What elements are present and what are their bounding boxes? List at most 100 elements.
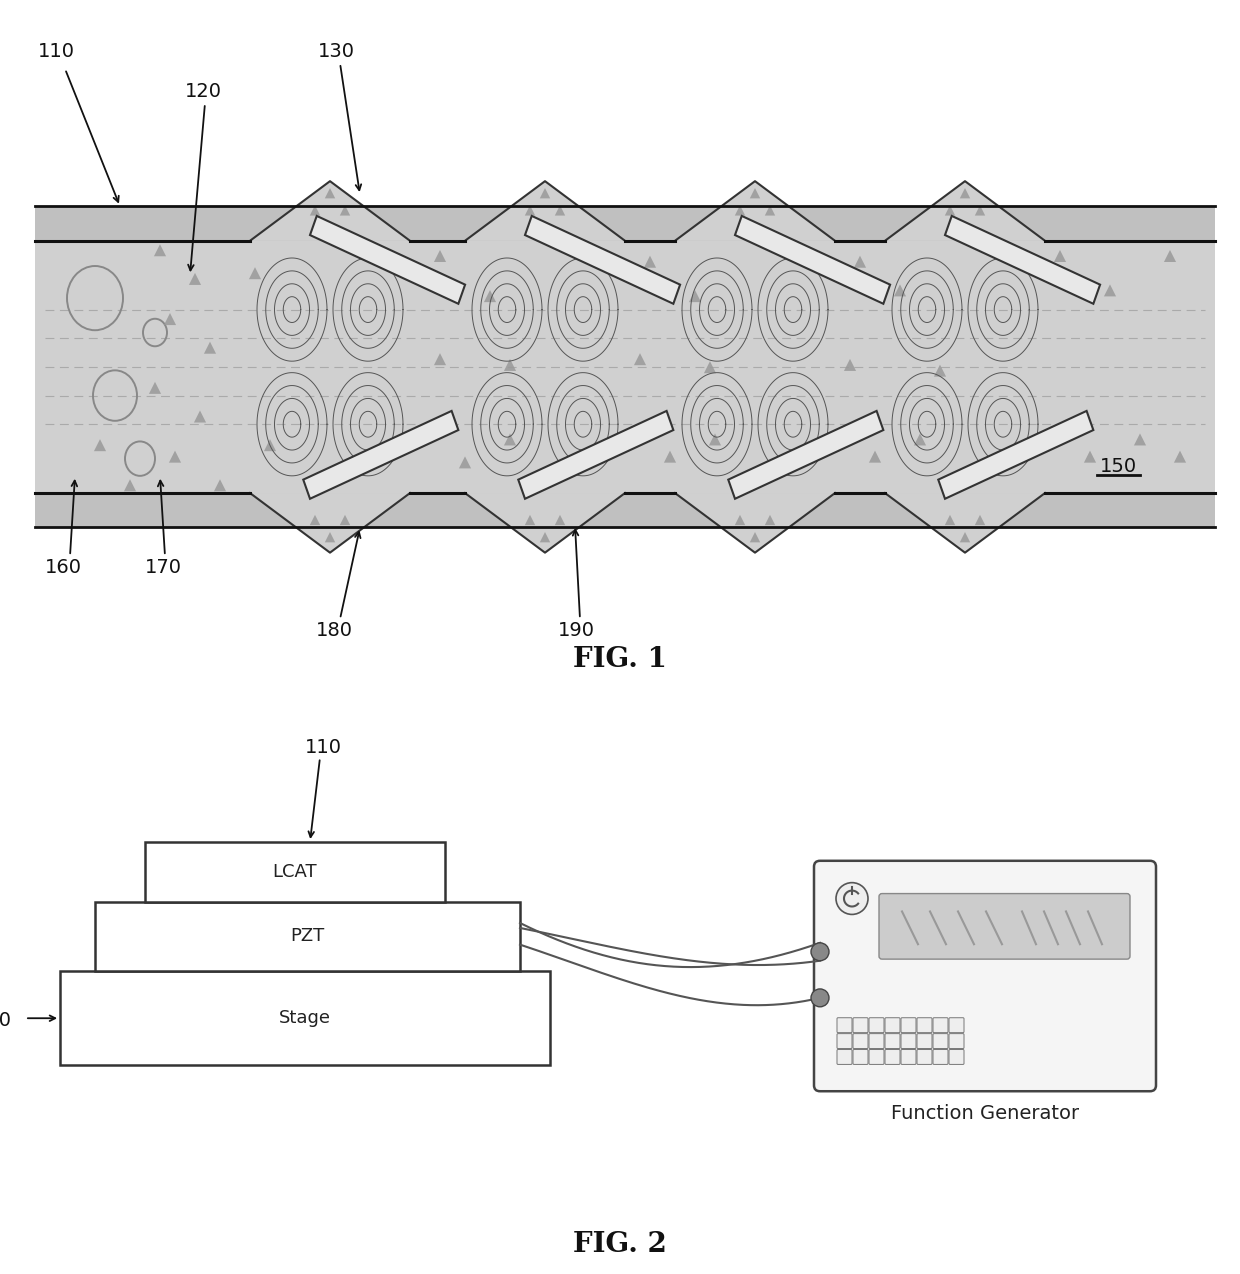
Polygon shape (689, 290, 701, 302)
FancyBboxPatch shape (869, 1018, 884, 1033)
Polygon shape (525, 515, 536, 525)
Text: Stage: Stage (279, 1009, 331, 1027)
FancyBboxPatch shape (918, 1033, 932, 1049)
Polygon shape (465, 181, 625, 241)
Polygon shape (250, 181, 410, 241)
Polygon shape (94, 440, 107, 451)
Polygon shape (554, 515, 565, 525)
FancyBboxPatch shape (837, 1033, 852, 1049)
Polygon shape (164, 313, 176, 325)
FancyBboxPatch shape (35, 206, 1215, 241)
Polygon shape (914, 433, 926, 446)
Polygon shape (885, 493, 1045, 553)
Text: 180: 180 (316, 622, 353, 641)
Polygon shape (518, 412, 673, 498)
Circle shape (811, 943, 830, 961)
Polygon shape (124, 479, 136, 492)
FancyBboxPatch shape (35, 241, 1215, 493)
Text: 170: 170 (145, 558, 182, 577)
Polygon shape (934, 364, 946, 377)
Polygon shape (750, 189, 760, 199)
Polygon shape (539, 189, 551, 199)
Polygon shape (525, 205, 536, 215)
Polygon shape (459, 456, 471, 469)
Polygon shape (885, 181, 1045, 241)
Polygon shape (894, 284, 906, 297)
Polygon shape (945, 215, 1100, 303)
Bar (60, 971, 551, 1065)
Polygon shape (465, 493, 625, 553)
Text: FIG. 1: FIG. 1 (573, 646, 667, 674)
FancyBboxPatch shape (853, 1033, 868, 1049)
Polygon shape (154, 245, 166, 256)
FancyBboxPatch shape (869, 1033, 884, 1049)
Polygon shape (310, 205, 320, 215)
Polygon shape (249, 268, 262, 279)
Polygon shape (728, 412, 883, 498)
Polygon shape (434, 353, 446, 366)
Polygon shape (960, 533, 970, 543)
FancyBboxPatch shape (885, 1050, 900, 1064)
Polygon shape (310, 215, 465, 303)
Polygon shape (750, 533, 760, 543)
Polygon shape (304, 412, 459, 498)
Polygon shape (765, 205, 775, 215)
Polygon shape (554, 205, 565, 215)
FancyBboxPatch shape (949, 1018, 963, 1033)
Text: PZT: PZT (290, 927, 325, 945)
Text: 120: 120 (185, 83, 222, 102)
Polygon shape (1054, 250, 1066, 262)
Text: Function Generator: Function Generator (890, 1103, 1079, 1122)
FancyBboxPatch shape (918, 1050, 932, 1064)
FancyBboxPatch shape (885, 1033, 900, 1049)
Polygon shape (735, 515, 745, 525)
Polygon shape (765, 515, 775, 525)
Polygon shape (945, 205, 955, 215)
Bar (95, 902, 520, 971)
Polygon shape (193, 410, 206, 423)
FancyBboxPatch shape (837, 1018, 852, 1033)
Polygon shape (250, 493, 410, 553)
Circle shape (811, 989, 830, 1006)
Polygon shape (735, 205, 745, 215)
FancyBboxPatch shape (813, 861, 1156, 1092)
Polygon shape (735, 215, 890, 303)
Text: 140: 140 (0, 1012, 12, 1031)
Polygon shape (325, 189, 335, 199)
FancyBboxPatch shape (837, 1050, 852, 1064)
FancyBboxPatch shape (885, 1018, 900, 1033)
Polygon shape (503, 433, 516, 446)
FancyBboxPatch shape (879, 893, 1130, 959)
Polygon shape (960, 189, 970, 199)
Polygon shape (1133, 433, 1146, 446)
Polygon shape (704, 362, 715, 373)
Polygon shape (503, 359, 516, 371)
Text: 150: 150 (1100, 457, 1137, 476)
FancyBboxPatch shape (949, 1033, 963, 1049)
Polygon shape (434, 250, 446, 262)
Polygon shape (675, 181, 835, 241)
Polygon shape (975, 515, 986, 525)
Polygon shape (844, 359, 856, 371)
Polygon shape (945, 515, 955, 525)
Polygon shape (310, 515, 320, 525)
Polygon shape (1164, 250, 1176, 262)
Text: 160: 160 (45, 558, 82, 577)
Text: LCAT: LCAT (273, 862, 317, 880)
Polygon shape (939, 412, 1094, 498)
FancyBboxPatch shape (869, 1050, 884, 1064)
Polygon shape (203, 341, 216, 354)
Polygon shape (264, 440, 277, 451)
Polygon shape (215, 479, 226, 492)
Polygon shape (169, 451, 181, 462)
Polygon shape (325, 533, 335, 543)
FancyBboxPatch shape (918, 1018, 932, 1033)
Text: 110: 110 (305, 738, 342, 757)
Polygon shape (869, 451, 882, 462)
Polygon shape (340, 515, 350, 525)
Polygon shape (188, 273, 201, 285)
Polygon shape (1084, 451, 1096, 462)
FancyBboxPatch shape (901, 1050, 916, 1064)
Polygon shape (854, 256, 866, 268)
FancyBboxPatch shape (853, 1050, 868, 1064)
